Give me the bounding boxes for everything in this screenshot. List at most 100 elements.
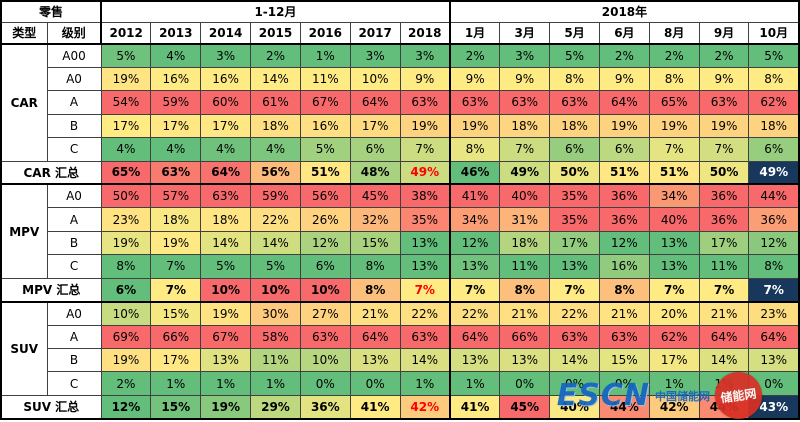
heatmap-cell: 18% bbox=[549, 113, 600, 139]
heatmap-cell: 13% bbox=[499, 347, 551, 373]
summary-cell: 7% bbox=[150, 277, 202, 303]
heatmap-cell: 4% bbox=[200, 137, 252, 162]
heatmap-cell: 45% bbox=[349, 183, 401, 209]
heatmap-cell: 14% bbox=[698, 347, 750, 373]
heatmap-cell: 9% bbox=[598, 66, 650, 92]
heatmap-cell: 19% bbox=[100, 230, 152, 256]
summary-label: CAR 汇总 bbox=[0, 160, 102, 186]
heatmap-cell: 12% bbox=[598, 230, 650, 256]
heatmap-cell: 5% bbox=[549, 43, 600, 68]
summary-cell: 65% bbox=[100, 160, 152, 186]
heatmap-cell: 19% bbox=[399, 113, 451, 139]
heatmap-cell: 17% bbox=[349, 113, 401, 139]
heatmap-cell: 63% bbox=[399, 90, 451, 115]
heatmap-cell: 17% bbox=[200, 113, 252, 139]
heatmap-cell: 35% bbox=[399, 207, 451, 232]
heatmap-cell: 9% bbox=[698, 66, 750, 92]
summary-cell: 49% bbox=[748, 160, 800, 186]
month-header-cell: 6月 bbox=[598, 21, 650, 45]
summary-cell: 42% bbox=[648, 394, 700, 420]
summary-cell: 29% bbox=[250, 394, 301, 420]
heatmap-cell: 40% bbox=[648, 207, 700, 232]
summary-cell: 43% bbox=[748, 394, 800, 420]
heatmap-cell: 10% bbox=[349, 66, 401, 92]
class-label: A bbox=[46, 324, 102, 350]
summary-cell: 49% bbox=[399, 160, 451, 186]
heatmap-cell: 64% bbox=[698, 324, 750, 350]
heatmap-cell: 35% bbox=[549, 207, 600, 232]
heatmap-cell: 67% bbox=[299, 90, 351, 115]
heatmap-cell: 59% bbox=[150, 90, 202, 115]
heatmap-cell: 18% bbox=[200, 207, 252, 232]
heatmap-cell: 2% bbox=[598, 43, 650, 68]
heatmap-cell: 21% bbox=[499, 301, 551, 326]
month-header-cell: 3月 bbox=[499, 21, 551, 45]
heatmap-cell: 0% bbox=[549, 371, 600, 396]
heatmap-cell: 5% bbox=[299, 137, 351, 162]
summary-cell: 63% bbox=[150, 160, 202, 186]
heatmap-cell: 14% bbox=[200, 230, 252, 256]
summary-cell: 51% bbox=[598, 160, 650, 186]
heatmap-cell: 9% bbox=[448, 66, 501, 92]
heatmap-cell: 4% bbox=[250, 137, 301, 162]
heatmap-cell: 16% bbox=[598, 254, 650, 279]
heatmap-cell: 6% bbox=[598, 137, 650, 162]
summary-cell: 50% bbox=[549, 160, 600, 186]
year-header-cell: 2013 bbox=[150, 21, 202, 45]
year-header-cell: 2012 bbox=[100, 21, 152, 45]
heatmap-cell: 13% bbox=[399, 230, 451, 256]
heatmap-cell: 7% bbox=[150, 254, 202, 279]
heatmap-cell: 13% bbox=[200, 347, 252, 373]
summary-cell: 7% bbox=[648, 277, 700, 303]
heatmap-cell: 64% bbox=[598, 90, 650, 115]
summary-cell: 8% bbox=[349, 277, 401, 303]
heatmap-cell: 13% bbox=[748, 347, 800, 373]
heatmap-cell: 8% bbox=[648, 66, 700, 92]
summary-cell: 41% bbox=[448, 394, 501, 420]
type-label: CAR bbox=[0, 43, 48, 162]
heatmap-cell: 18% bbox=[150, 207, 202, 232]
heatmap-cell: 8% bbox=[748, 66, 800, 92]
class-label: C bbox=[46, 137, 102, 162]
heatmap-cell: 3% bbox=[200, 43, 252, 68]
heatmap-cell: 11% bbox=[250, 347, 301, 373]
heatmap-cell: 65% bbox=[648, 90, 700, 115]
heatmap-cell: 0% bbox=[349, 371, 401, 396]
heatmap-cell: 0% bbox=[299, 371, 351, 396]
month-header-cell: 8月 bbox=[648, 21, 700, 45]
month-header-cell: 1月 bbox=[448, 21, 501, 45]
heatmap-cell: 15% bbox=[349, 230, 401, 256]
heatmap-cell: 63% bbox=[200, 183, 252, 209]
heatmap-cell: 69% bbox=[100, 324, 152, 350]
heatmap-cell: 14% bbox=[250, 66, 301, 92]
summary-cell: 46% bbox=[448, 160, 501, 186]
heatmap-cell: 31% bbox=[499, 207, 551, 232]
heatmap-cell: 13% bbox=[448, 254, 501, 279]
class-label: A00 bbox=[46, 43, 102, 68]
heatmap-cell: 13% bbox=[349, 347, 401, 373]
heatmap-cell: 8% bbox=[448, 137, 501, 162]
heatmap-cell: 8% bbox=[349, 254, 401, 279]
class-label: A0 bbox=[46, 66, 102, 92]
summary-cell: 19% bbox=[200, 394, 252, 420]
heatmap-cell: 16% bbox=[299, 113, 351, 139]
heatmap-cell: 61% bbox=[250, 90, 301, 115]
heatmap-cell: 16% bbox=[200, 66, 252, 92]
heatmap-cell: 64% bbox=[448, 324, 501, 350]
heatmap-cell: 1% bbox=[250, 371, 301, 396]
heatmap-cell: 64% bbox=[349, 324, 401, 350]
heatmap-cell: 1% bbox=[698, 371, 750, 396]
heatmap-cell: 9% bbox=[499, 66, 551, 92]
heatmap-cell: 1% bbox=[448, 371, 501, 396]
heatmap-cell: 18% bbox=[748, 113, 800, 139]
heatmap-cell: 1% bbox=[648, 371, 700, 396]
heatmap-cell: 22% bbox=[549, 301, 600, 326]
heatmap-cell: 14% bbox=[250, 230, 301, 256]
summary-cell: 40% bbox=[549, 394, 600, 420]
summary-label: MPV 汇总 bbox=[0, 277, 102, 303]
heatmap-cell: 36% bbox=[698, 207, 750, 232]
summary-cell: 49% bbox=[499, 160, 551, 186]
month-header-cell: 9月 bbox=[698, 21, 750, 45]
heatmap-cell: 62% bbox=[648, 324, 700, 350]
heatmap-cell: 17% bbox=[698, 230, 750, 256]
